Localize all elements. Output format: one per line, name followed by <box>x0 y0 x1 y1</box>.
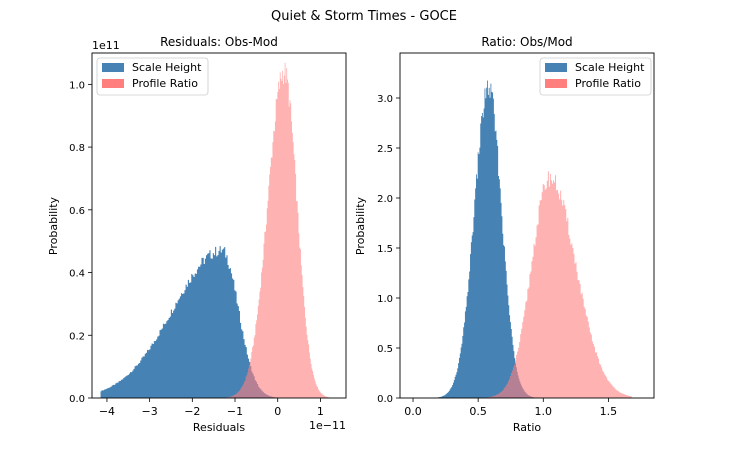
ratio-plot-frame <box>399 52 655 399</box>
ratio-legend-swatch-profile-ratio <box>545 79 567 88</box>
ratio-panel: Ratio: Obs/Mod 0.0 0.5 1.0 1.5 0.0 0.5 1.0 1.5… <box>354 35 655 434</box>
residuals-legend-label-scale-height: Scale Height <box>132 61 202 74</box>
ratio-x-tick-label: 0.0 <box>404 405 422 418</box>
residuals-y-offset-label: 1e11 <box>92 39 120 52</box>
ratio-x-tick-label: 1.5 <box>600 405 618 418</box>
residuals-x-tick-label: −3 <box>142 405 158 418</box>
residuals-x-tick-label: −1 <box>227 405 243 418</box>
residuals-x-tick-label: 1 <box>317 405 324 418</box>
ratio-panel-title: Ratio: Obs/Mod <box>481 35 572 49</box>
ratio-y-tick-label: 2.0 <box>377 194 393 205</box>
residuals-legend-swatch-profile-ratio <box>102 79 124 88</box>
residuals-legend-label-profile-ratio: Profile Ratio <box>132 77 198 90</box>
ratio-y-tick-label: 0.0 <box>377 394 393 405</box>
ratio-y-tick-label: 1.0 <box>377 294 393 305</box>
ratio-x-axis-label: Ratio <box>513 421 542 434</box>
residuals-legend-swatch-scale-height <box>102 63 124 72</box>
residuals-y-tick-label: 0.4 <box>69 269 85 280</box>
ratio-x-tick-label: 1.0 <box>535 405 553 418</box>
ratio-legend: Scale Height Profile Ratio <box>539 57 652 96</box>
residuals-histogram-scale-height <box>100 246 282 398</box>
ratio-legend-swatch-scale-height <box>545 63 567 72</box>
residuals-y-tick-label: 0.2 <box>69 331 85 342</box>
residuals-bars <box>100 62 332 399</box>
ratio-y-tick-label: 3.0 <box>377 94 393 105</box>
residuals-legend-box <box>96 57 209 96</box>
residuals-x-tick-label: −4 <box>99 405 115 418</box>
ratio-y-ticks: 0.0 0.5 1.0 1.5 2.0 2.5 3.0 <box>377 94 400 405</box>
ratio-histogram-profile-ratio <box>478 171 632 398</box>
residuals-y-ticks: 0.0 0.2 0.4 0.6 0.8 1.0 <box>69 80 92 405</box>
ratio-y-axis-label: Probability <box>354 196 367 255</box>
ratio-histogram-scale-height <box>432 80 544 398</box>
residuals-y-axis-label: Probability <box>47 196 60 255</box>
ratio-legend-label-profile-ratio: Profile Ratio <box>575 77 641 90</box>
ratio-legend-label-scale-height: Scale Height <box>575 61 645 74</box>
residuals-x-tick-label: 0 <box>274 405 281 418</box>
residuals-x-offset-label: 1e−11 <box>309 419 346 432</box>
residuals-y-tick-label: 0.0 <box>69 394 85 405</box>
residuals-y-tick-label: 0.6 <box>69 206 85 217</box>
residuals-y-tick-label: 0.8 <box>69 143 85 154</box>
ratio-y-tick-label: 2.5 <box>377 144 393 155</box>
residuals-histogram-profile-ratio <box>200 62 332 399</box>
ratio-legend-box <box>539 57 652 96</box>
residuals-panel: Residuals: Obs-Mod −4 −3 −2 −1 0 1 0.00.20.40… <box>47 35 347 434</box>
ratio-x-tick-label: 0.5 <box>469 405 487 418</box>
residuals-plot-frame <box>91 52 347 399</box>
residuals-x-axis-label: Residuals <box>193 421 245 434</box>
residuals-x-ticks: −4 −3 −2 −1 0 1 <box>99 398 324 418</box>
ratio-y-tick-label: 1.5 <box>377 244 393 255</box>
residuals-legend: Scale Height Profile Ratio <box>96 57 209 96</box>
ratio-bars <box>432 80 632 398</box>
ratio-x-ticks: 0.0 0.5 1.0 1.5 <box>404 398 617 418</box>
residuals-panel-title: Residuals: Obs-Mod <box>160 35 278 49</box>
residuals-y-tick-label: 1.0 <box>69 80 85 91</box>
ratio-y-tick-label: 0.5 <box>377 344 393 355</box>
residuals-x-tick-label: −2 <box>184 405 200 418</box>
figure-suptitle: Quiet & Storm Times - GOCE <box>271 9 457 24</box>
